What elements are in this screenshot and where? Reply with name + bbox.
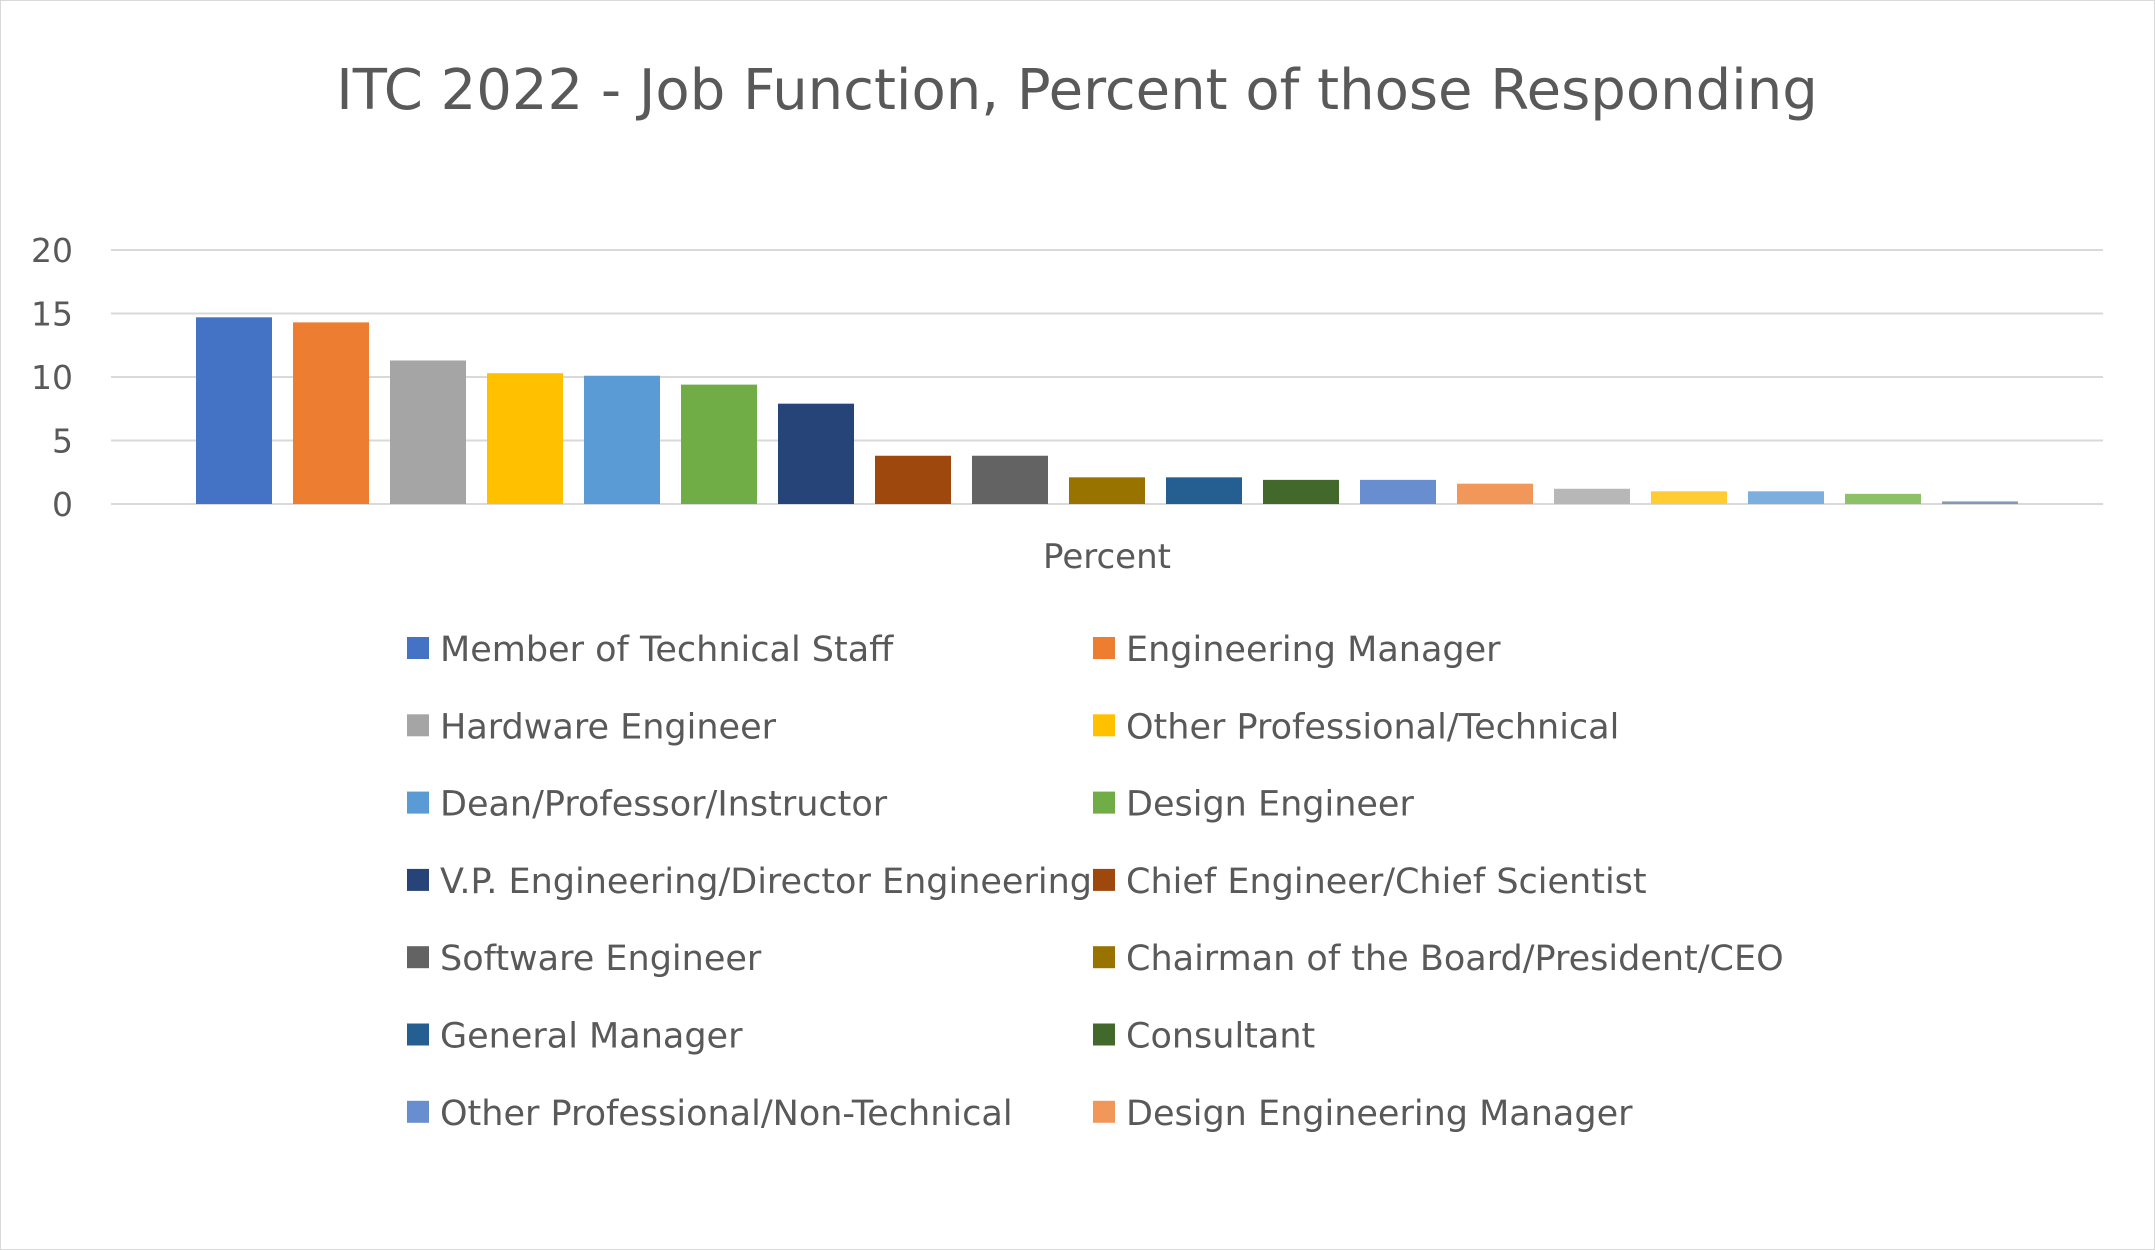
bar <box>390 360 466 504</box>
legend-label: V.P. Engineering/Director Engineering <box>440 862 1092 902</box>
bar <box>584 375 660 504</box>
bar <box>293 322 369 504</box>
legend-swatch <box>1093 714 1115 737</box>
bar <box>875 455 951 504</box>
y-tick-label: 20 <box>31 231 73 270</box>
y-tick-label: 0 <box>52 485 73 524</box>
legend-swatch <box>407 868 429 891</box>
bars <box>196 317 2018 504</box>
bar <box>1845 493 1921 504</box>
legend-label: Software Engineer <box>440 939 762 979</box>
legend-label: Chairman of the Board/President/CEO <box>1126 939 1784 979</box>
bar <box>1069 477 1145 504</box>
legend-label: Dean/Professor/Instructor <box>440 785 888 825</box>
legend-label: Consultant <box>1126 1017 1315 1057</box>
bar <box>972 455 1048 504</box>
bar <box>1942 501 2018 504</box>
legend-swatch <box>1093 791 1115 814</box>
y-tick-label: 15 <box>31 295 73 334</box>
bar <box>1748 491 1824 504</box>
bar <box>1360 479 1436 504</box>
legend-swatch <box>1093 1100 1115 1123</box>
bar <box>1554 488 1630 504</box>
legend-swatch <box>407 1023 429 1046</box>
legend-label: Design Engineer <box>1126 785 1414 825</box>
legend-swatch <box>407 637 429 659</box>
legend-label: Design Engineering Manager <box>1126 1094 1633 1134</box>
legend-swatch <box>1093 946 1115 969</box>
bar <box>1457 483 1533 504</box>
x-axis-label: Percent <box>1043 537 1171 577</box>
bar <box>487 373 563 504</box>
legend-label: Member of Technical Staff <box>440 630 894 670</box>
legend-swatch <box>407 714 429 737</box>
legend-swatch <box>1093 1023 1115 1046</box>
legend-swatch <box>407 791 429 814</box>
legend-label: Engineering Manager <box>1126 630 1501 670</box>
bar <box>681 384 757 504</box>
legend-swatch <box>1093 868 1115 891</box>
legend-label: Chief Engineer/Chief Scientist <box>1126 862 1647 902</box>
legend-swatch <box>1093 637 1115 659</box>
legend-label: General Manager <box>440 1017 743 1057</box>
legend-swatch <box>407 1100 429 1123</box>
legend-swatch <box>407 946 429 969</box>
chart-title: ITC 2022 - Job Function, Percent of thos… <box>336 58 1817 123</box>
legend-label: Hardware Engineer <box>440 707 777 747</box>
legend-label: Other Professional/Technical <box>1126 707 1619 747</box>
y-tick-label: 5 <box>52 422 73 461</box>
bar <box>1263 479 1339 504</box>
bar <box>1166 477 1242 504</box>
y-axis-ticks: 0 5 10 15 20 <box>31 231 73 524</box>
bar <box>778 403 854 504</box>
legend-label: Other Professional/Non-Technical <box>440 1094 1013 1134</box>
legend: Member of Technical Staff Engineering Man… <box>407 630 1784 1134</box>
bar <box>196 317 272 504</box>
y-tick-label: 10 <box>31 358 73 397</box>
bar <box>1651 491 1727 504</box>
